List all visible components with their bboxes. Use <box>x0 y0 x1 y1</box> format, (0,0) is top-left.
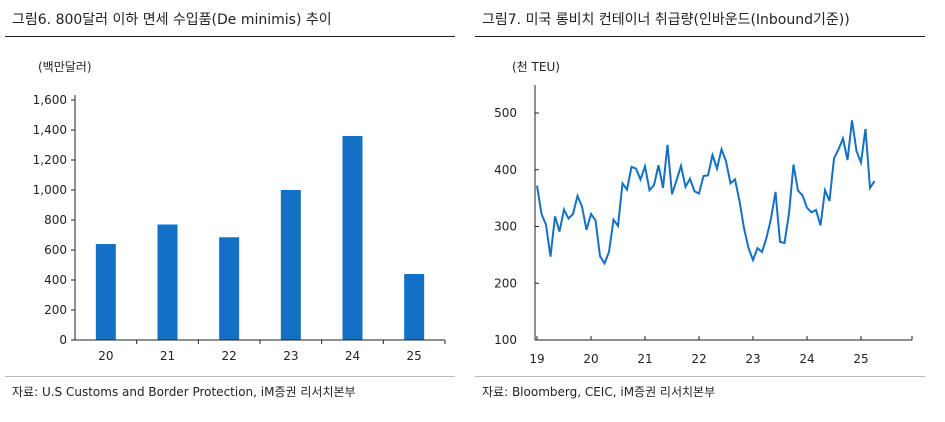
x-tick-label: 20 <box>98 349 113 363</box>
series-line-longbeach <box>536 120 876 266</box>
y-tick-label: 400 <box>44 273 67 287</box>
right-unit-label: (천 TEU) <box>512 60 560 74</box>
x-tick-label: 24 <box>799 352 814 366</box>
x-tick-label: 23 <box>283 349 298 363</box>
x-tick-label: 25 <box>407 349 422 363</box>
y-tick-label: 100 <box>494 333 517 347</box>
y-tick-label: 400 <box>494 163 517 177</box>
left-source-rule <box>5 376 455 377</box>
y-tick-label: 500 <box>494 106 517 120</box>
x-tick-label: 21 <box>160 349 175 363</box>
bar-20 <box>95 244 116 340</box>
right-title-rule <box>475 36 925 37</box>
bar-22 <box>219 237 240 340</box>
x-tick-label: 19 <box>529 352 544 366</box>
left-chart-title: 그림6. 800달러 이하 면세 수입품(De minimis) 추이 <box>12 12 332 28</box>
right-chart-title: 그림7. 미국 롱비치 컨테이너 취급량(인바운드(Inbound기준)) <box>482 12 850 28</box>
left-unit-label: (백만달러) <box>38 60 92 74</box>
y-tick-label: 1,000 <box>33 183 67 197</box>
left-title-rule <box>5 36 455 37</box>
y-tick-label: 200 <box>494 276 517 290</box>
bar-23 <box>280 190 301 340</box>
y-tick-label: 0 <box>59 333 67 347</box>
y-tick-label: 800 <box>44 213 67 227</box>
y-tick-label: 1,400 <box>33 123 67 137</box>
right-source-rule <box>475 376 925 377</box>
bar-24 <box>342 136 363 340</box>
x-tick-label: 25 <box>853 352 868 366</box>
x-tick-label: 20 <box>583 352 598 366</box>
x-tick-label: 22 <box>691 352 706 366</box>
right-source: 자료: Bloomberg, CEIC, iM증권 리서치본부 <box>482 385 716 399</box>
bar-21 <box>157 224 178 340</box>
y-tick-label: 200 <box>44 303 67 317</box>
left-source: 자료: U.S Customs and Border Protection, i… <box>12 385 356 399</box>
bar-25 <box>404 274 425 340</box>
x-tick-label: 23 <box>745 352 760 366</box>
x-tick-label: 22 <box>222 349 237 363</box>
y-tick-label: 1,200 <box>33 153 67 167</box>
y-tick-label: 600 <box>44 243 67 257</box>
y-tick-label: 1,600 <box>33 93 67 107</box>
y-tick-label: 300 <box>494 220 517 234</box>
x-tick-label: 24 <box>345 349 360 363</box>
x-tick-label: 21 <box>637 352 652 366</box>
